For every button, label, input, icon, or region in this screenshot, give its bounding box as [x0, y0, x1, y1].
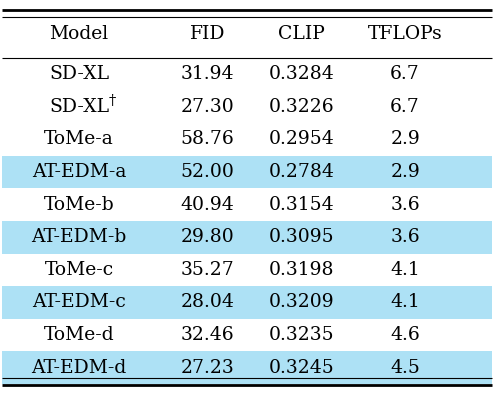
- Text: 0.2784: 0.2784: [268, 163, 334, 181]
- Text: ToMe-c: ToMe-c: [44, 261, 114, 279]
- Text: 0.3226: 0.3226: [269, 98, 334, 116]
- Text: ToMe-d: ToMe-d: [44, 326, 114, 344]
- Text: 40.94: 40.94: [181, 195, 234, 214]
- Text: 0.3154: 0.3154: [269, 195, 334, 214]
- Text: SD-XL: SD-XL: [49, 98, 109, 116]
- Text: 27.30: 27.30: [181, 98, 234, 116]
- Text: 2.9: 2.9: [390, 130, 420, 148]
- Text: SD-XL: SD-XL: [49, 65, 109, 83]
- Text: 4.1: 4.1: [390, 293, 420, 312]
- Text: 0.3235: 0.3235: [269, 326, 334, 344]
- Text: 0.3284: 0.3284: [268, 65, 334, 83]
- Text: ToMe-b: ToMe-b: [43, 195, 115, 214]
- Text: 58.76: 58.76: [181, 130, 234, 148]
- Bar: [2, 351, 492, 384]
- Text: 0.3198: 0.3198: [269, 261, 334, 279]
- Text: AT-EDM-d: AT-EDM-d: [32, 359, 126, 377]
- Text: 4.5: 4.5: [390, 359, 420, 377]
- Text: 31.94: 31.94: [181, 65, 234, 83]
- Bar: [2, 156, 492, 188]
- Text: 0.2954: 0.2954: [268, 130, 334, 148]
- Text: 0.3245: 0.3245: [268, 359, 334, 377]
- Text: 3.6: 3.6: [390, 228, 420, 246]
- Text: 4.1: 4.1: [390, 261, 420, 279]
- Text: Model: Model: [49, 25, 109, 43]
- Text: TFLOPs: TFLOPs: [368, 25, 443, 43]
- Text: 3.6: 3.6: [390, 195, 420, 214]
- Text: 0.3095: 0.3095: [269, 228, 334, 246]
- Text: 32.46: 32.46: [181, 326, 234, 344]
- Bar: [2, 221, 492, 254]
- Text: †: †: [109, 94, 116, 109]
- Bar: [2, 286, 492, 319]
- Text: AT-EDM-a: AT-EDM-a: [32, 163, 126, 181]
- Text: 29.80: 29.80: [181, 228, 234, 246]
- Text: 27.23: 27.23: [181, 359, 234, 377]
- Text: 35.27: 35.27: [181, 261, 234, 279]
- Text: 28.04: 28.04: [180, 293, 235, 312]
- Text: ToMe-a: ToMe-a: [44, 130, 114, 148]
- Text: AT-EDM-b: AT-EDM-b: [31, 228, 127, 246]
- Text: 2.9: 2.9: [390, 163, 420, 181]
- Text: AT-EDM-c: AT-EDM-c: [32, 293, 126, 312]
- Text: 52.00: 52.00: [180, 163, 235, 181]
- Text: 4.6: 4.6: [390, 326, 420, 344]
- Text: 0.3209: 0.3209: [269, 293, 334, 312]
- Text: CLIP: CLIP: [278, 25, 325, 43]
- Text: 6.7: 6.7: [390, 65, 420, 83]
- Text: FID: FID: [190, 25, 225, 43]
- Text: 6.7: 6.7: [390, 98, 420, 116]
